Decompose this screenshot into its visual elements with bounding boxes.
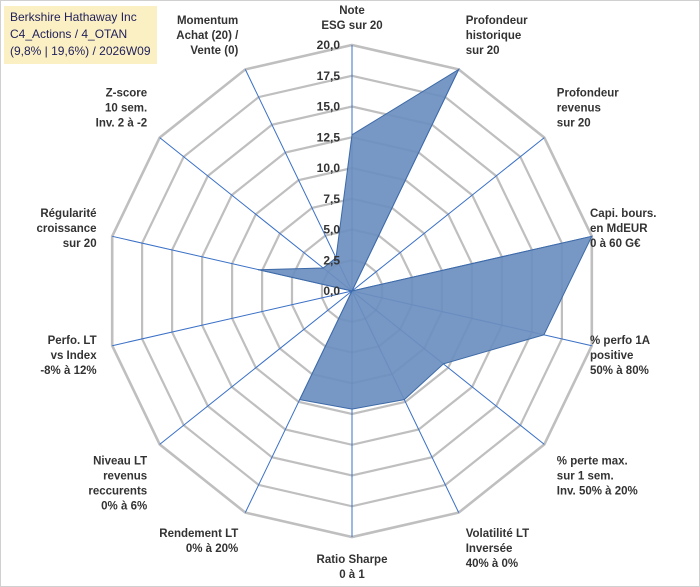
axis-label: % perfo 1A positive 50% à 80% [590,335,650,377]
axis-label-line: sur 20 [466,45,500,57]
axis-label-line: Note [339,5,365,17]
axis-label-line: Inversée [466,543,513,555]
tick-label: 20,0 [317,38,341,52]
series-point [351,408,353,410]
axis-label-line: ESG sur 20 [321,20,382,32]
axis-label-line: croissance [36,223,96,235]
axis-label: % perte max. sur 1 sem. Inv. 50% à 20% [557,455,638,497]
tick-label: 7,5 [323,192,340,206]
series-point [403,399,405,401]
axis-label-line: Régularité [40,208,96,220]
series-point [257,269,260,271]
series-point [335,257,337,259]
tick-label: 5,0 [323,223,340,237]
series-point [299,399,301,401]
chart-title-box: Berkshire Hathaway Inc C4_Actions / 4_OT… [4,6,157,64]
axis-label: Z-score 10 sem. Inv. 2 à -2 [96,88,148,130]
axis-label-line: sur 20 [63,238,97,250]
chart-title-category: C4_Actions / 4_OTAN [10,27,128,41]
axis-label-line: 10 sem. [105,103,147,115]
axis-label: Profondeur revenus sur 20 [557,88,619,130]
axis-label-line: en MdEUR [590,223,648,235]
axis-label-line: Profondeur [466,15,528,27]
tick-label: 0,0 [323,284,340,298]
axis-label: Profondeur historique sur 20 [466,15,528,57]
axis-label-line: vs Index [51,350,98,362]
radar-series [257,68,593,410]
axis-label-line: Niveau LT [93,455,147,467]
series-point [458,68,460,70]
chart-title-period: (9,8% | 19,6%) / 2026W09 [10,44,151,58]
series-point [351,134,353,136]
series-point [543,334,545,336]
tick-label: 15,0 [317,100,341,114]
series-point [442,363,444,365]
axis-label-line: Momentum [177,15,238,27]
axis-label-line: Perfo. LT [48,335,97,347]
axis-label-line: historique [466,30,522,42]
axis-label-line: Capi. bours. [590,208,656,220]
tick-label: 17,5 [317,69,341,83]
axis-spoke [244,69,353,292]
axis-label-line: 0% à 20% [186,543,238,555]
axis-label: Rendement LT 0% à 20% [159,528,238,555]
axis-label-line: Profondeur [557,88,619,100]
series-point [591,235,593,237]
axis-label-line: Volatilité LT [466,528,529,540]
axis-label: Capi. bours. en MdEUR 0 à 60 G€ [590,208,656,250]
axis-label-line: reccurents [88,485,147,497]
axis-label-line: % perfo 1A [590,335,650,347]
axis-label-line: 0 à 1 [339,569,365,581]
axis-label-line: revenus [557,103,601,115]
axis-label-line: Achat (20) / [176,30,239,42]
axis-label-line: revenus [103,470,147,482]
axis-label: Momentum Achat (20) / Vente (0) [176,15,239,57]
axis-label: Volatilité LT Inversée 40% à 0% [466,528,529,570]
axis-spoke [159,290,353,445]
tick-label: 2,5 [323,253,340,267]
axis-label-line: sur 20 [557,118,591,130]
axis-label-line: 50% à 80% [590,365,649,377]
axis-label-line: sur 1 sem. [557,470,614,482]
axis-label-line: Ratio Sharpe [317,554,388,566]
tick-label: 10,0 [317,161,341,175]
axis-spoke [112,290,353,347]
axis-label-line: positive [590,350,633,362]
tick-label: 12,5 [317,130,341,144]
axis-spoke [351,137,545,292]
axis-label-line: Inv. 2 à -2 [96,118,148,130]
series-point [351,290,353,292]
axis-label: Régularité croissance sur 20 [36,208,96,250]
series-area [258,68,593,410]
axis-label-line: Rendement LT [159,528,238,540]
axis-label: Ratio Sharpe 0 à 1 [317,554,388,581]
axis-label-line: Vente (0) [190,45,238,57]
radial-tick-labels: 0,0 2,5 5,0 7,5 10,0 12,5 15,0 17,5 20,0 [317,38,341,298]
axis-label: Perfo. LT vs Index -8% à 12% [40,335,97,377]
axis-labels: Note ESG sur 20 Profondeur historique sur 20… [36,5,656,581]
axis-label-line: 0% à 6% [101,500,147,512]
axis-label: Niveau LT revenus reccurents 0% à 6% [88,455,147,512]
axis-label-line: Inv. 50% à 20% [557,485,638,497]
axis-label-line: % perte max. [557,455,628,467]
axis-label-line: Z-score [106,88,148,100]
axis-label-line: 0 à 60 G€ [590,238,641,250]
axis-spoke [159,137,353,292]
series-point [322,267,324,269]
axis-label-line: -8% à 12% [40,365,96,377]
axis-label-line: 40% à 0% [466,558,518,570]
chart-title-company: Berkshire Hathaway Inc [10,10,137,24]
axis-label: Note ESG sur 20 [321,5,382,32]
